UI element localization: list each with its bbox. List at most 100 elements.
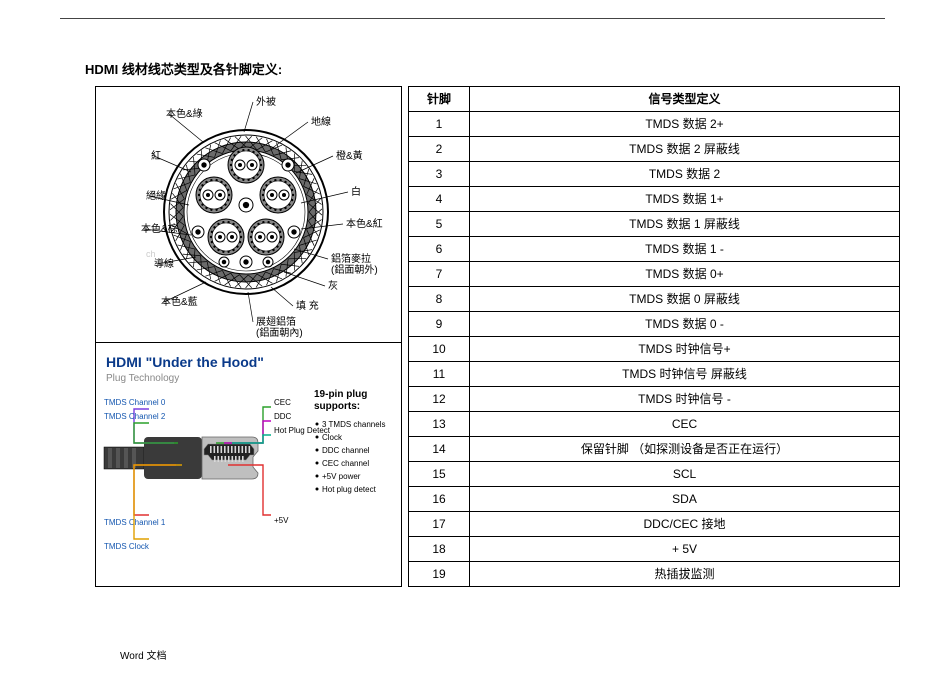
pin-desc: TMDS 数据 1 - <box>470 237 900 262</box>
svg-text:HDMI "Under the Hood": HDMI "Under the Hood" <box>106 354 264 370</box>
pin-number: 5 <box>409 212 470 237</box>
svg-text:CEC channel: CEC channel <box>322 459 369 468</box>
table-row: 19热插拔监测 <box>409 562 900 587</box>
svg-text:DDC channel: DDC channel <box>322 446 370 455</box>
svg-text:本色&藍: 本色&藍 <box>161 295 198 308</box>
left-diagrams: 外被本色&綠地線紅橙&黃絕緣白本色&棕本色&紅導線鋁箔麥拉(鋁面朝外)灰本色&藍… <box>95 86 402 587</box>
cable-diagram: 外被本色&綠地線紅橙&黃絕緣白本色&棕本色&紅導線鋁箔麥拉(鋁面朝外)灰本色&藍… <box>96 87 401 343</box>
pin-desc: SDA <box>470 487 900 512</box>
pin-desc: TMDS 数据 1+ <box>470 187 900 212</box>
pin-number: 17 <box>409 512 470 537</box>
pin-number: 14 <box>409 437 470 462</box>
header-pin: 针脚 <box>409 87 470 112</box>
table-row: 14保留针脚 （如探测设备是否正在运行） <box>409 437 900 462</box>
svg-text:外被: 外被 <box>256 95 276 108</box>
table-row: 8TMDS 数据 0 屏蔽线 <box>409 287 900 312</box>
svg-text:+5V power: +5V power <box>322 472 361 481</box>
table-row: 12TMDS 时钟信号 - <box>409 387 900 412</box>
pin-table-header-row: 针脚 信号类型定义 <box>409 87 900 112</box>
pin-number: 18 <box>409 537 470 562</box>
table-row: 2TMDS 数据 2 屏蔽线 <box>409 137 900 162</box>
pin-desc: TMDS 数据 1 屏蔽线 <box>470 212 900 237</box>
svg-text:CEC: CEC <box>274 398 291 407</box>
pin-number: 2 <box>409 137 470 162</box>
table-row: 9TMDS 数据 0 - <box>409 312 900 337</box>
svg-text:3 TMDS channels: 3 TMDS channels <box>322 420 385 429</box>
svg-text:灰: 灰 <box>328 279 338 292</box>
pin-desc: TMDS 数据 0+ <box>470 262 900 287</box>
svg-text:填 充: 填 充 <box>296 299 319 312</box>
table-row: 13CEC <box>409 412 900 437</box>
svg-text:紅: 紅 <box>151 150 161 162</box>
svg-text:TMDS Channel 1: TMDS Channel 1 <box>104 518 166 527</box>
pin-number: 19 <box>409 562 470 587</box>
table-row: 1TMDS 数据 2+ <box>409 112 900 137</box>
table-row: 15SCL <box>409 462 900 487</box>
pin-number: 9 <box>409 312 470 337</box>
pin-number: 1 <box>409 112 470 137</box>
pin-number: 8 <box>409 287 470 312</box>
pin-number: 15 <box>409 462 470 487</box>
table-row: 5TMDS 数据 1 屏蔽线 <box>409 212 900 237</box>
pin-number: 3 <box>409 162 470 187</box>
svg-text:TMDS Channel 2: TMDS Channel 2 <box>104 412 166 421</box>
svg-text:導線: 導線 <box>154 257 174 270</box>
pin-desc: DDC/CEC 接地 <box>470 512 900 537</box>
svg-text:Hot plug detect: Hot plug detect <box>322 485 377 494</box>
svg-text:Plug Technology: Plug Technology <box>106 373 179 384</box>
pin-desc: TMDS 时钟信号 - <box>470 387 900 412</box>
pin-desc: SCL <box>470 462 900 487</box>
header-desc: 信号类型定义 <box>470 87 900 112</box>
pin-desc: TMDS 时钟信号 屏蔽线 <box>470 362 900 387</box>
pin-desc: TMDS 数据 2 <box>470 162 900 187</box>
svg-text:DDC: DDC <box>274 412 292 421</box>
pin-desc: TMDS 数据 0 屏蔽线 <box>470 287 900 312</box>
pin-desc: TMDS 数据 2 屏蔽线 <box>470 137 900 162</box>
svg-text:白: 白 <box>351 185 361 198</box>
top-rule <box>60 18 885 19</box>
svg-text:(鋁面朝內): (鋁面朝內) <box>256 326 303 339</box>
table-row: 16SDA <box>409 487 900 512</box>
pin-desc: TMDS 数据 2+ <box>470 112 900 137</box>
pin-number: 6 <box>409 237 470 262</box>
table-row: 10TMDS 时钟信号+ <box>409 337 900 362</box>
content-area: 外被本色&綠地線紅橙&黃絕緣白本色&棕本色&紅導線鋁箔麥拉(鋁面朝外)灰本色&藍… <box>95 86 900 587</box>
table-row: 4TMDS 数据 1+ <box>409 187 900 212</box>
svg-text:supports:: supports: <box>314 401 360 412</box>
page-title: HDMI 线材线芯类型及各针脚定义: <box>85 59 945 78</box>
pin-desc: TMDS 数据 0 - <box>470 312 900 337</box>
table-row: 11TMDS 时钟信号 屏蔽线 <box>409 362 900 387</box>
pin-number: 11 <box>409 362 470 387</box>
svg-text:橙&黃: 橙&黃 <box>336 149 363 162</box>
svg-text:19-pin plug: 19-pin plug <box>314 389 367 400</box>
svg-text:TMDS Channel 0: TMDS Channel 0 <box>104 398 166 407</box>
pin-desc: + 5V <box>470 537 900 562</box>
plug-diagram: HDMI "Under the Hood" Plug Technology TMDS… <box>96 343 401 586</box>
pin-desc: TMDS 时钟信号+ <box>470 337 900 362</box>
table-row: 18+ 5V <box>409 537 900 562</box>
pin-number: 12 <box>409 387 470 412</box>
table-row: 6TMDS 数据 1 - <box>409 237 900 262</box>
svg-text:展翅鋁箔: 展翅鋁箔 <box>256 315 296 328</box>
pin-desc: CEC <box>470 412 900 437</box>
pin-number: 16 <box>409 487 470 512</box>
svg-text:本色&紅: 本色&紅 <box>346 217 383 230</box>
svg-text:絕緣: 絕緣 <box>146 189 166 202</box>
pin-number: 10 <box>409 337 470 362</box>
pin-desc: 热插拔监测 <box>470 562 900 587</box>
svg-text:(鋁面朝外): (鋁面朝外) <box>331 263 378 276</box>
table-row: 7TMDS 数据 0+ <box>409 262 900 287</box>
svg-text:TMDS Clock: TMDS Clock <box>104 542 150 551</box>
footer-note: Word 文档 <box>120 647 167 662</box>
pin-number: 7 <box>409 262 470 287</box>
svg-text:本色&綠: 本色&綠 <box>166 107 203 120</box>
pin-table-wrap: 针脚 信号类型定义 1TMDS 数据 2+2TMDS 数据 2 屏蔽线3TMDS… <box>408 86 900 587</box>
pin-desc: 保留针脚 （如探测设备是否正在运行） <box>470 437 900 462</box>
svg-text:Clock: Clock <box>322 433 343 442</box>
svg-text:+5V: +5V <box>274 516 289 525</box>
pin-number: 13 <box>409 412 470 437</box>
svg-text:地線: 地線 <box>311 115 331 128</box>
svg-text:鋁箔麥拉: 鋁箔麥拉 <box>331 252 371 265</box>
svg-text:ch: ch <box>146 249 156 259</box>
table-row: 17DDC/CEC 接地 <box>409 512 900 537</box>
